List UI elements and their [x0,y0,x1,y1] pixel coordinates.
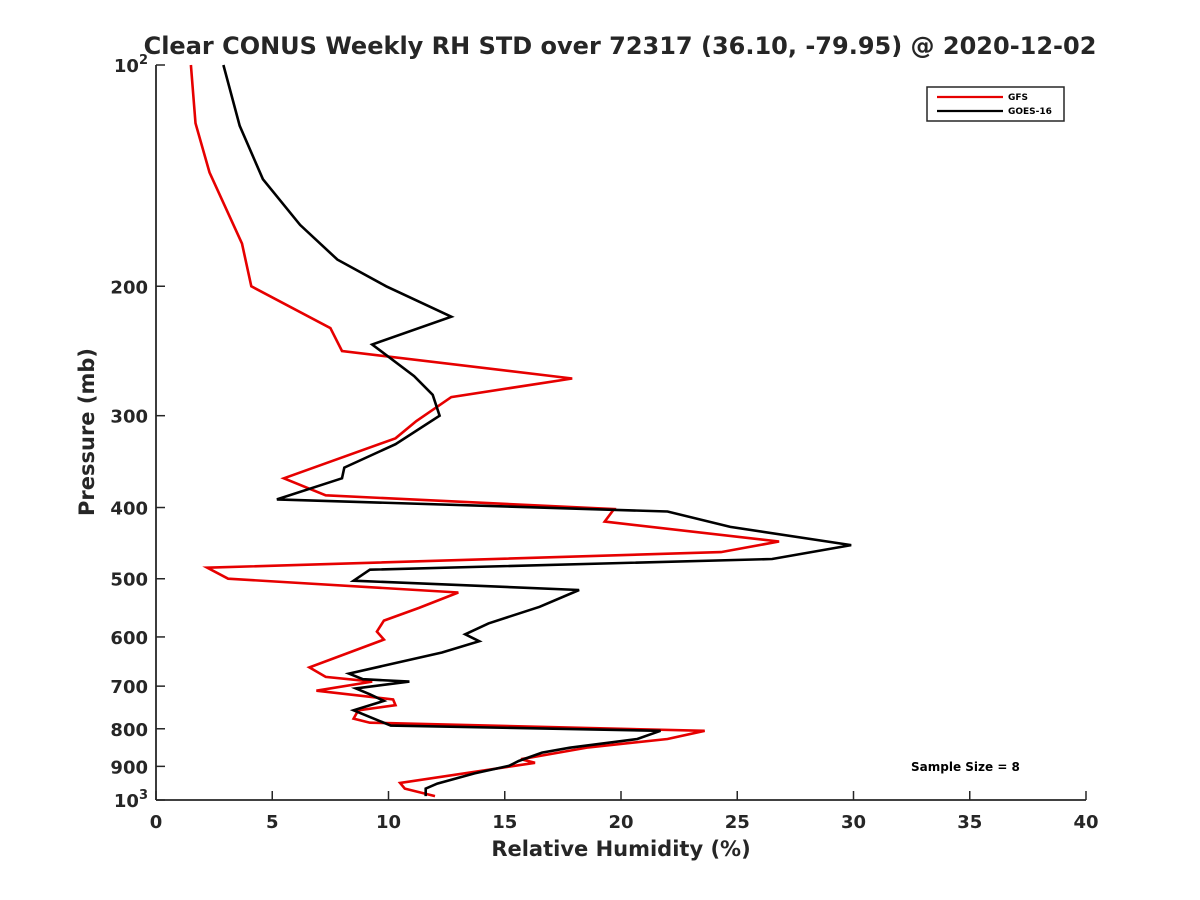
series-line-goes16 [222,64,852,797]
x-tick-label: 30 [841,812,866,833]
x-tick-label: 25 [725,812,750,833]
y-tick-label: 300 [110,407,148,428]
x-axis-label: Relative Humidity (%) [491,837,750,861]
legend-label-gfs: GFS [1008,93,1028,103]
x-tick-label: 10 [376,812,401,833]
y-tick-label: 600 [110,628,148,649]
x-tick-label: 5 [266,812,279,833]
sample-size-annotation: Sample Size = 8 [911,760,1020,774]
legend-label-goes16: GOES-16 [1008,107,1052,117]
series-lines [189,64,852,798]
legend: GFS GOES-16 [926,86,1065,122]
x-tick-label: 0 [150,812,163,833]
x-tick-label: 35 [957,812,982,833]
x-ticks: 0 5 10 15 20 25 30 35 40 [150,791,1099,833]
x-tick-label: 40 [1073,812,1098,833]
x-tick-label: 20 [608,812,633,833]
series-line-gfs [189,64,780,798]
y-tick-label: 400 [110,499,148,520]
plot-area: 0 5 10 15 20 25 30 35 40 102 200 300 400 500 600 700 80… [110,53,1098,833]
y-ticks: 102 200 300 400 500 600 700 800 900 103 [110,53,165,812]
x-tick-label: 15 [492,812,517,833]
y-tick-label: 103 [114,788,148,812]
y-tick-label: 102 [114,53,148,77]
chart-title: Clear CONUS Weekly RH STD over 72317 (36… [144,32,1097,60]
y-axis-label: Pressure (mb) [75,348,99,516]
y-tick-label: 700 [110,677,148,698]
y-tick-label: 500 [110,570,148,591]
legend-box [926,86,1065,122]
y-tick-label: 800 [110,720,148,741]
y-tick-label: 200 [110,277,148,298]
y-tick-label: 900 [110,757,148,778]
